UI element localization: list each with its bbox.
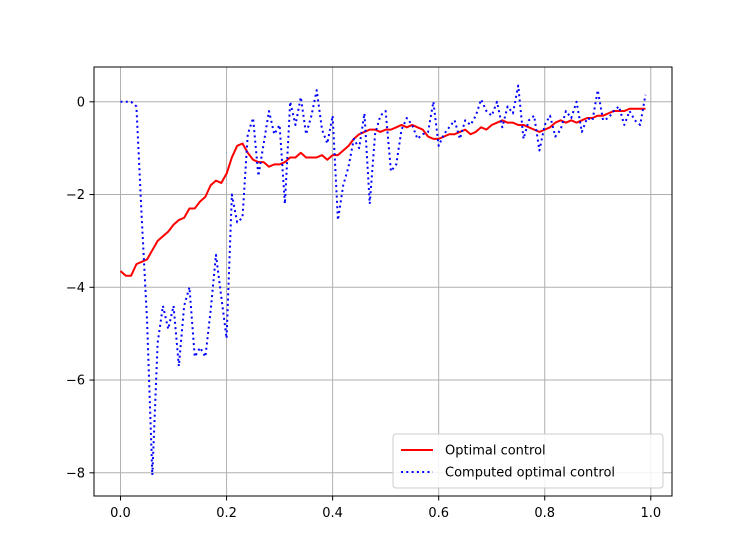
legend: Optimal control Computed optimal control [392,433,664,489]
y-tick-label: −2 [66,188,85,203]
x-tick-label: 0.6 [428,506,449,521]
optimal-control-line [119,107,646,277]
y-tick-label: −8 [66,466,85,481]
x-tick-label: 0.8 [534,506,555,521]
legend-label: Computed optimal control [445,466,615,481]
y-tick-label: 0 [77,95,85,110]
x-tick-label: 1.0 [640,506,661,521]
computed-optimal-control-line [120,84,647,477]
legend-box [392,433,664,489]
x-tick-label: 0.0 [110,506,131,521]
legend-label: Optimal control [445,444,546,459]
x-tick-label: 0.2 [216,506,237,521]
y-tick-label: −4 [66,281,85,296]
plot-frame [93,66,673,497]
axis-ticks: 0.0 0.2 0.4 0.6 0.8 1.0 0 −2 −4 −6 −8 [66,95,661,521]
x-tick-label: 0.4 [322,506,343,521]
y-tick-label: −6 [66,374,85,389]
plot-lines [119,84,647,477]
